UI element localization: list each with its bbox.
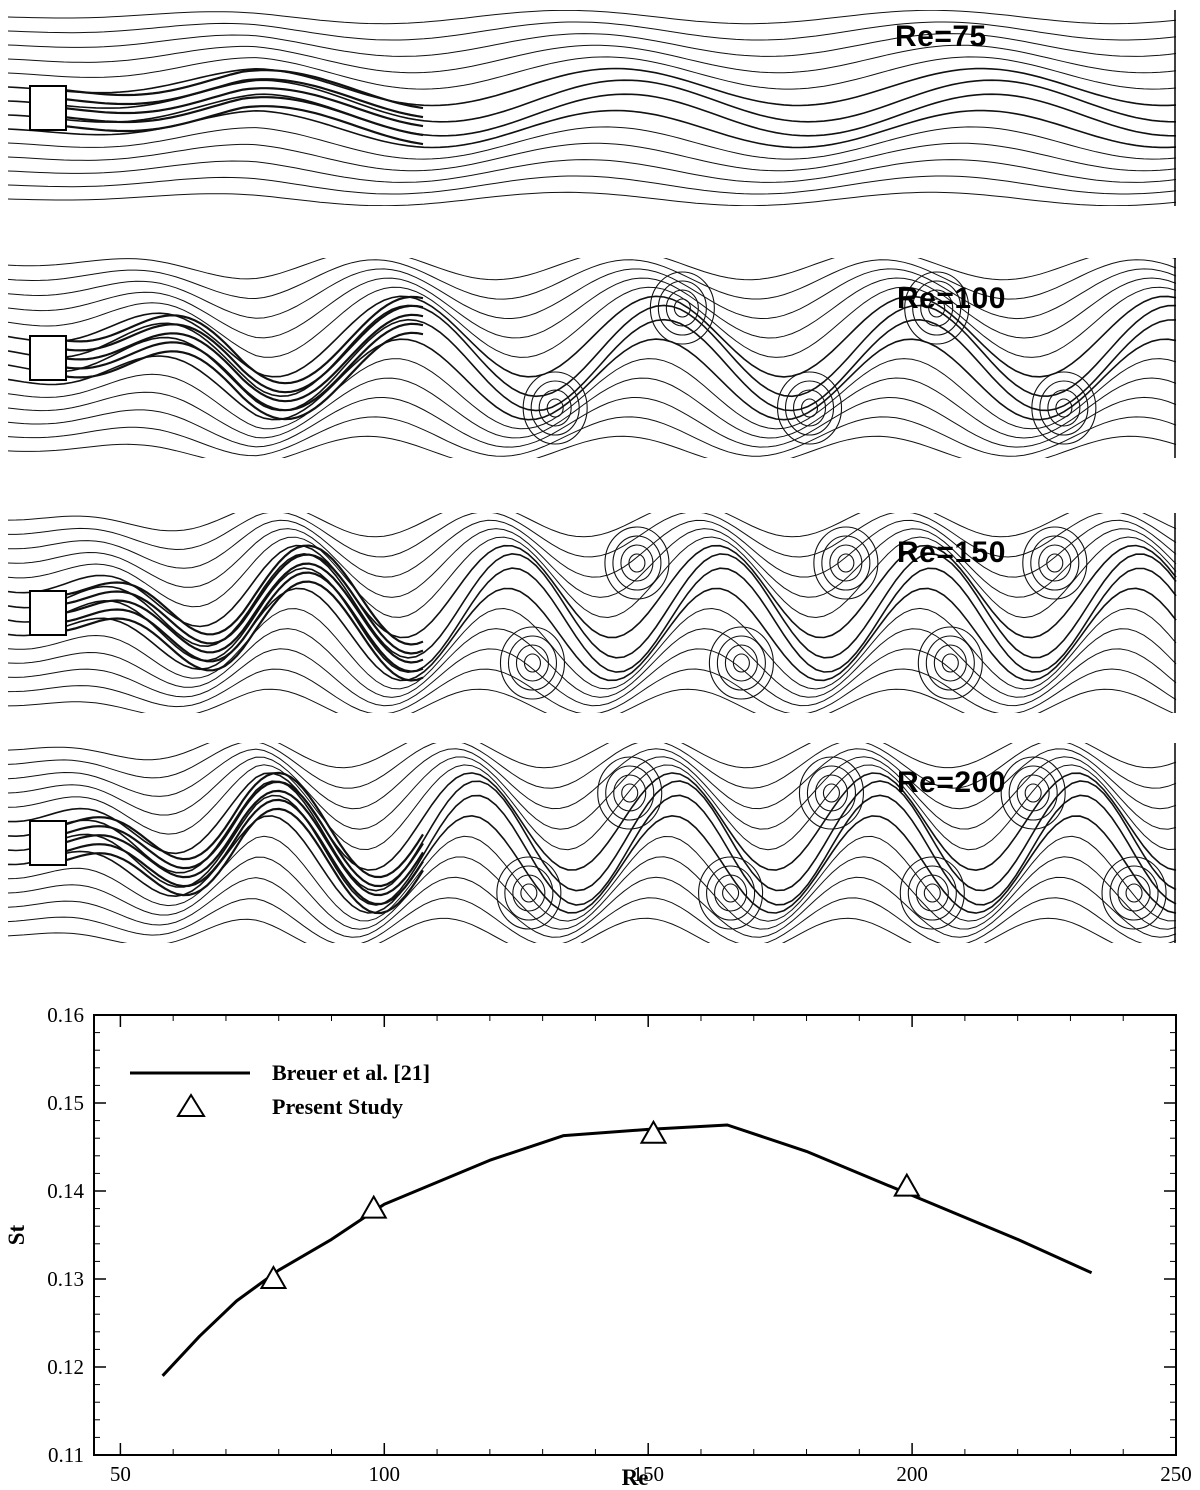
legend-triangle-swatch	[176, 1093, 206, 1117]
plot-frame	[93, 1014, 1177, 1456]
square-cylinder	[29, 590, 67, 636]
panel-label-re100: Re=100	[897, 282, 1006, 315]
legend-entry-present-study: Present Study	[272, 1094, 403, 1119]
present-study-point	[360, 1194, 388, 1219]
y-axis-title: St	[4, 1224, 29, 1245]
streamlines	[8, 513, 1177, 713]
streamline-panel-re100	[8, 258, 1178, 458]
y-tick-label: 0.14	[47, 1179, 84, 1203]
square-cylinder	[29, 85, 67, 131]
y-tick-label: 0.15	[47, 1091, 84, 1115]
x-tick-label: 100	[369, 1462, 401, 1486]
streamline-drawing	[8, 258, 1177, 458]
strouhal-chart: 50 100 150 200 250 0.11 0.12 0.13 0.14 0.15 0.16 R…	[4, 1003, 1192, 1490]
x-tick-label: 250	[1160, 1462, 1192, 1486]
panel-label-re75: Re=75	[895, 20, 987, 53]
x-tick-label: 150	[632, 1462, 664, 1486]
y-tick-label: 0.12	[47, 1355, 84, 1379]
vortex-cores	[522, 271, 1097, 445]
present-study-point	[893, 1172, 921, 1197]
streamlines	[8, 743, 1177, 943]
square-cylinder	[29, 335, 67, 381]
streamline-drawing	[8, 743, 1177, 943]
y-tick-label: 0.16	[47, 1003, 84, 1027]
x-axis-title: Re	[622, 1465, 649, 1490]
streamline-drawing	[8, 10, 1177, 206]
panel-label-re150: Re=150	[897, 536, 1006, 569]
present-study-point	[639, 1119, 668, 1144]
vortex-cores	[496, 756, 1167, 930]
x-tick-label: 200	[896, 1462, 928, 1486]
legend-entry-breuer: Breuer et al. [21]	[272, 1060, 430, 1085]
x-tick-label: 50	[110, 1462, 131, 1486]
y-tick-label: 0.13	[47, 1267, 84, 1291]
series-line-breuer	[161, 1123, 1093, 1377]
present-study-point	[259, 1264, 288, 1289]
square-cylinder	[29, 820, 67, 866]
streamline-panel-re150	[8, 513, 1178, 713]
streamlines	[8, 258, 1177, 458]
streamline-panel-re75	[8, 10, 1178, 206]
streamline-panel-re200	[8, 743, 1178, 943]
y-tick-label: 0.11	[48, 1443, 84, 1467]
vortex-cores	[499, 526, 1088, 700]
legend: Breuer et al. [21] Present Study	[130, 1060, 430, 1119]
panel-label-re200: Re=200	[897, 766, 1006, 799]
streamline-drawing	[8, 513, 1177, 713]
streamlines	[8, 10, 1177, 206]
